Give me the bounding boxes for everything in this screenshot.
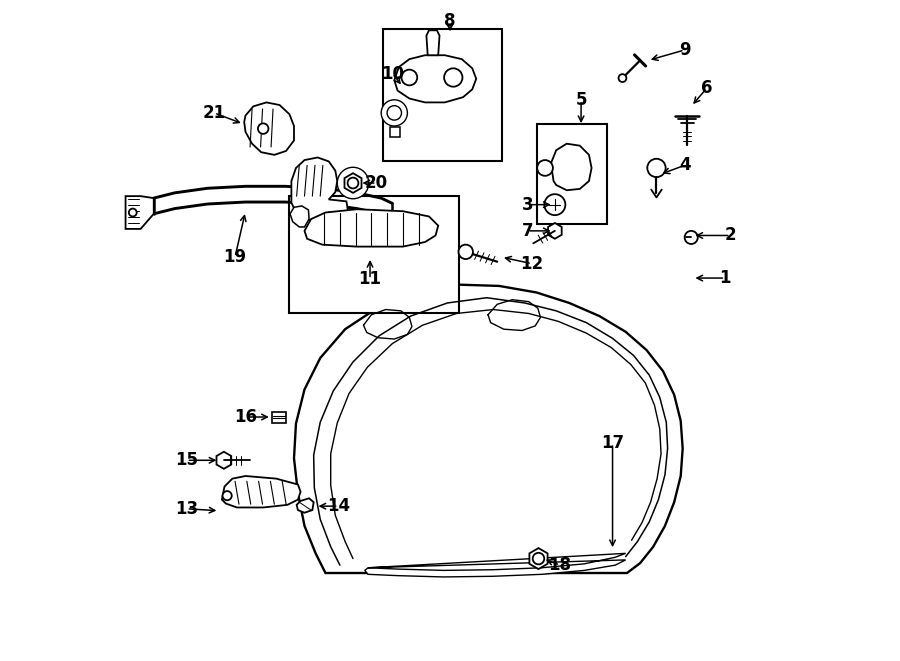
Text: 20: 20: [365, 174, 388, 192]
Circle shape: [685, 231, 698, 244]
Text: 6: 6: [701, 79, 713, 97]
Text: 21: 21: [202, 104, 226, 122]
Circle shape: [129, 209, 137, 216]
Polygon shape: [427, 30, 439, 56]
Text: 11: 11: [358, 270, 382, 288]
Text: 4: 4: [679, 157, 690, 175]
Circle shape: [258, 124, 268, 134]
Text: 5: 5: [575, 91, 587, 109]
Polygon shape: [551, 143, 591, 190]
Text: 1: 1: [719, 269, 731, 287]
Polygon shape: [304, 210, 438, 247]
Text: 16: 16: [234, 408, 257, 426]
Text: 9: 9: [679, 41, 690, 59]
Text: 12: 12: [520, 254, 544, 272]
Circle shape: [618, 74, 626, 82]
Polygon shape: [290, 206, 309, 227]
Text: 13: 13: [175, 500, 198, 518]
Polygon shape: [244, 102, 294, 155]
Text: 15: 15: [175, 451, 198, 469]
Polygon shape: [222, 476, 301, 508]
Circle shape: [537, 160, 553, 176]
Polygon shape: [126, 196, 154, 229]
Circle shape: [338, 167, 369, 199]
Text: 18: 18: [549, 556, 572, 574]
Polygon shape: [294, 285, 683, 573]
Circle shape: [647, 159, 666, 177]
Polygon shape: [217, 451, 231, 469]
Text: 2: 2: [724, 227, 736, 245]
Text: 8: 8: [445, 12, 455, 30]
Circle shape: [547, 197, 562, 213]
Text: 19: 19: [223, 248, 247, 266]
Polygon shape: [364, 553, 626, 577]
Polygon shape: [345, 173, 362, 193]
Circle shape: [444, 68, 463, 87]
Bar: [536, 124, 608, 223]
Circle shape: [222, 491, 231, 500]
Polygon shape: [292, 157, 348, 221]
Text: 17: 17: [601, 434, 624, 452]
Polygon shape: [390, 128, 400, 137]
Bar: [383, 29, 502, 161]
Text: 7: 7: [521, 222, 533, 240]
Circle shape: [347, 178, 358, 188]
Bar: [272, 412, 286, 423]
Polygon shape: [548, 223, 562, 239]
Circle shape: [458, 245, 473, 259]
Circle shape: [533, 553, 544, 564]
Polygon shape: [297, 498, 314, 513]
Circle shape: [544, 194, 565, 215]
Circle shape: [401, 69, 418, 85]
Text: 10: 10: [381, 65, 404, 83]
Polygon shape: [394, 56, 476, 102]
Polygon shape: [529, 548, 547, 569]
Circle shape: [382, 100, 408, 126]
Text: 14: 14: [327, 497, 350, 515]
Text: 3: 3: [521, 196, 533, 214]
Circle shape: [387, 106, 401, 120]
Bar: [290, 196, 458, 313]
